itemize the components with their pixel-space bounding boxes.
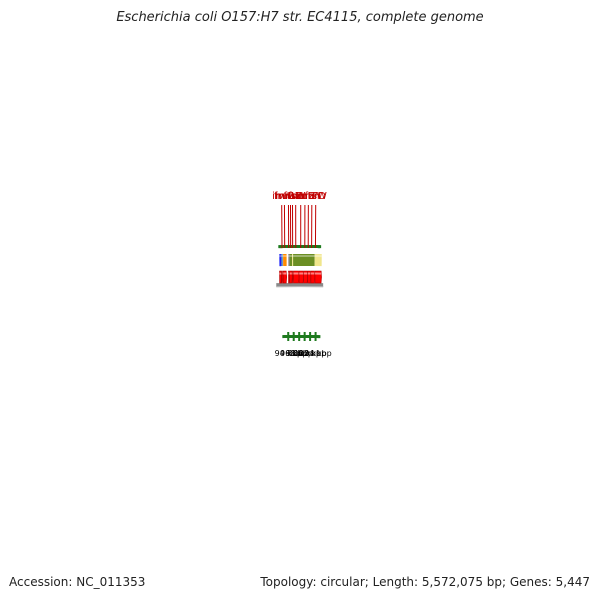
gene-label: ilvH	[272, 191, 291, 202]
map-title: Escherichia coli O157:H7 str. EC4115, co…	[116, 10, 484, 25]
gene-label: murE	[287, 191, 314, 202]
gene-label: murD	[298, 191, 326, 202]
cog-bar	[314, 254, 322, 267]
cds-track	[279, 270, 322, 284]
kbp-tick-label: 94 kbp	[275, 349, 303, 358]
cog-bar	[288, 254, 290, 267]
kbp-tick-label: 100 kbp	[288, 349, 321, 358]
kbp-tick-label: 102 kbp	[294, 349, 327, 358]
kbp-tick-label: 98 kbp	[285, 349, 313, 358]
gene-label-track: ilvHfruRmraZmraWftsLftsImurEmurFmraYmurD…	[272, 191, 327, 249]
backbone	[276, 282, 324, 288]
gene-label: ftsL	[283, 191, 301, 202]
kbp-tick-label: 104 kbp	[299, 349, 332, 358]
gene-label: murF	[292, 191, 318, 202]
gene-label: mraW	[276, 191, 306, 202]
gene-label: fruR	[274, 191, 295, 202]
gene-label: ftsI	[288, 191, 303, 202]
gene-label: mraZ	[275, 191, 302, 202]
cog-bar	[283, 254, 287, 267]
gene-label: ftsW	[305, 191, 327, 202]
kbp-tick-label: 96 kbp	[280, 349, 308, 358]
cog-track	[279, 253, 322, 267]
cog-bar	[289, 254, 293, 267]
cog-bar	[292, 254, 294, 267]
cog-bar	[279, 254, 282, 267]
topology-summary: Topology: circular; Length: 5,572,075 bp…	[260, 575, 590, 589]
gene-label: mraY	[295, 191, 322, 202]
cog-bar	[293, 253, 315, 267]
accession-text: Accession: NC_011353	[9, 575, 146, 589]
